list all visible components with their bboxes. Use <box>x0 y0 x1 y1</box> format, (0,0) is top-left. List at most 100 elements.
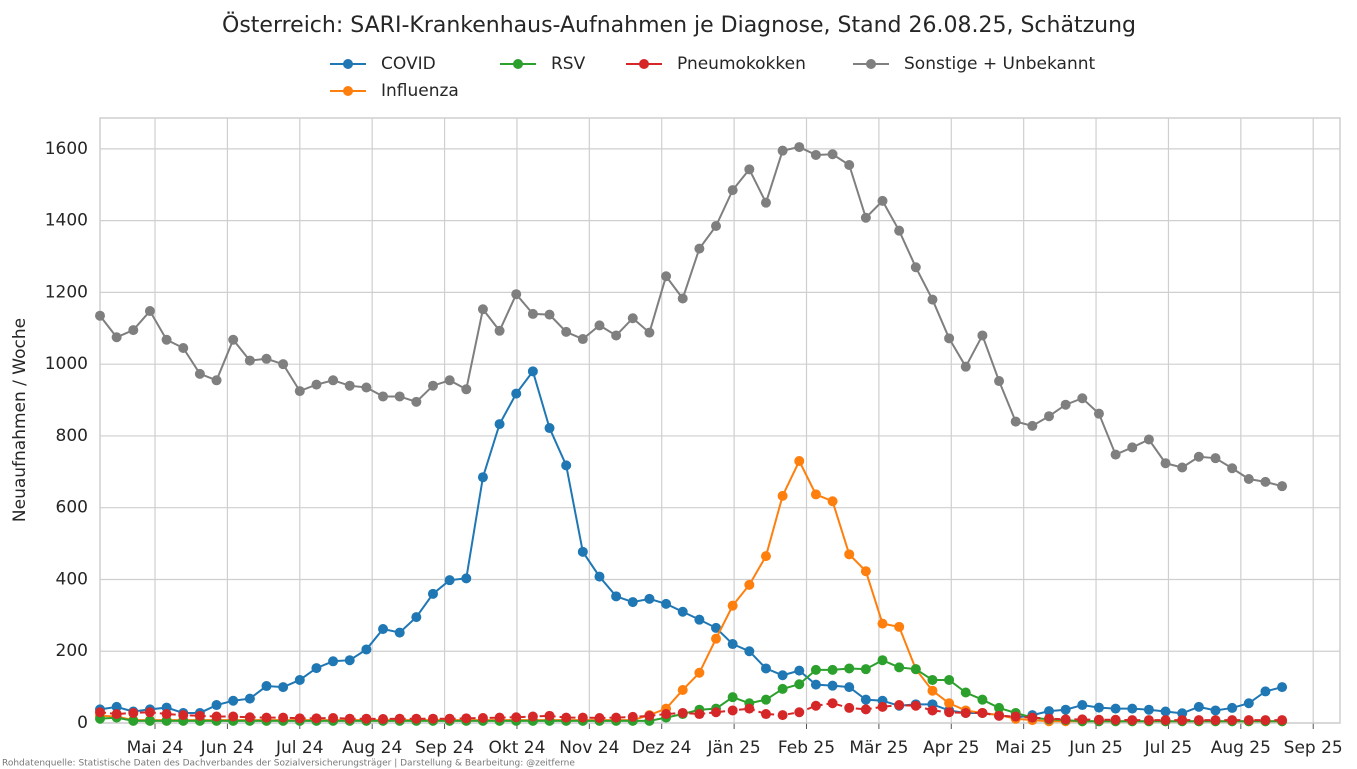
data-point <box>361 644 372 655</box>
data-point <box>627 597 638 608</box>
data-point <box>1243 715 1254 726</box>
data-point <box>877 618 888 629</box>
y-tick-label: 200 <box>56 641 88 661</box>
data-point <box>994 710 1005 721</box>
data-point <box>394 627 405 638</box>
data-point <box>1277 682 1288 693</box>
data-point <box>178 710 189 721</box>
x-tick-label: Aug 25 <box>1211 738 1271 758</box>
data-point <box>1160 706 1171 717</box>
data-point <box>877 195 888 206</box>
data-point <box>178 343 189 354</box>
legend-marker <box>343 59 353 69</box>
source-note: Rohdatenquelle: Statistische Daten des D… <box>2 759 575 769</box>
data-point <box>927 674 938 685</box>
data-point <box>1143 715 1154 726</box>
data-point <box>1060 399 1071 410</box>
data-point <box>211 700 222 711</box>
data-point <box>860 694 871 705</box>
data-point <box>1044 706 1055 717</box>
data-point <box>1177 715 1188 726</box>
data-point <box>760 551 771 562</box>
x-tick-label: Feb 25 <box>778 738 835 758</box>
data-point <box>794 679 805 690</box>
data-point <box>827 149 838 160</box>
data-point <box>411 396 422 407</box>
data-point <box>228 695 239 706</box>
data-point <box>727 639 738 650</box>
x-tick-label: Okt 24 <box>488 738 545 758</box>
data-point <box>477 304 488 315</box>
x-tick-label: Mai 24 <box>127 738 184 758</box>
data-point <box>278 682 289 693</box>
data-point <box>960 361 971 372</box>
legend-label: COVID <box>381 54 436 74</box>
legend-label: Sonstige + Unbekannt <box>904 54 1095 74</box>
y-tick-label: 1400 <box>45 211 88 231</box>
data-point <box>244 355 255 366</box>
data-point <box>1227 702 1238 713</box>
data-point <box>444 375 455 386</box>
data-point <box>727 705 738 716</box>
data-point <box>727 692 738 703</box>
data-point <box>378 623 389 634</box>
y-tick-label: 600 <box>56 498 88 518</box>
data-point <box>1193 701 1204 712</box>
data-point <box>161 709 172 720</box>
data-point <box>1210 715 1221 726</box>
data-point <box>527 711 538 722</box>
data-point <box>95 310 105 321</box>
data-point <box>844 160 855 171</box>
data-point <box>794 665 805 676</box>
data-point <box>1243 698 1254 709</box>
data-point <box>444 575 455 586</box>
data-point <box>494 419 505 430</box>
data-point <box>844 549 855 560</box>
data-point <box>527 366 538 377</box>
data-point <box>378 714 389 725</box>
data-point <box>1127 715 1138 726</box>
data-point <box>1210 705 1221 716</box>
data-point <box>927 705 938 716</box>
data-point <box>228 711 239 722</box>
data-point <box>777 670 788 681</box>
data-point <box>810 489 821 500</box>
data-point <box>944 674 955 685</box>
legend-marker <box>639 59 649 69</box>
data-point <box>711 707 722 718</box>
data-point <box>111 709 122 720</box>
y-tick-label: 800 <box>56 426 88 446</box>
legend-label: Pneumokokken <box>677 54 806 74</box>
data-point <box>294 674 305 685</box>
data-point <box>244 712 255 723</box>
x-tick-label: Jul 25 <box>1144 738 1193 758</box>
data-point <box>827 698 838 709</box>
data-point <box>444 713 455 724</box>
data-point <box>994 376 1005 387</box>
x-tick-label: Mär 25 <box>849 738 908 758</box>
data-point <box>577 546 588 557</box>
data-point <box>910 664 921 675</box>
data-point <box>461 384 472 395</box>
data-point <box>860 704 871 715</box>
data-point <box>727 185 738 196</box>
data-point <box>128 715 139 726</box>
data-point <box>677 606 688 617</box>
data-point <box>627 711 638 722</box>
x-tick-label: Jun 25 <box>1068 738 1123 758</box>
y-tick-label: 400 <box>56 569 88 589</box>
data-point <box>777 683 788 694</box>
data-point <box>1160 715 1171 726</box>
data-point <box>311 713 322 724</box>
legend-marker <box>343 86 353 96</box>
data-point <box>544 710 555 721</box>
data-point <box>1093 714 1104 725</box>
data-point <box>144 707 155 718</box>
data-point <box>461 573 472 584</box>
x-tick-label: Jän 25 <box>706 738 760 758</box>
data-point <box>361 382 372 393</box>
data-point <box>328 656 339 667</box>
data-point <box>860 212 871 223</box>
data-point <box>1143 704 1154 715</box>
